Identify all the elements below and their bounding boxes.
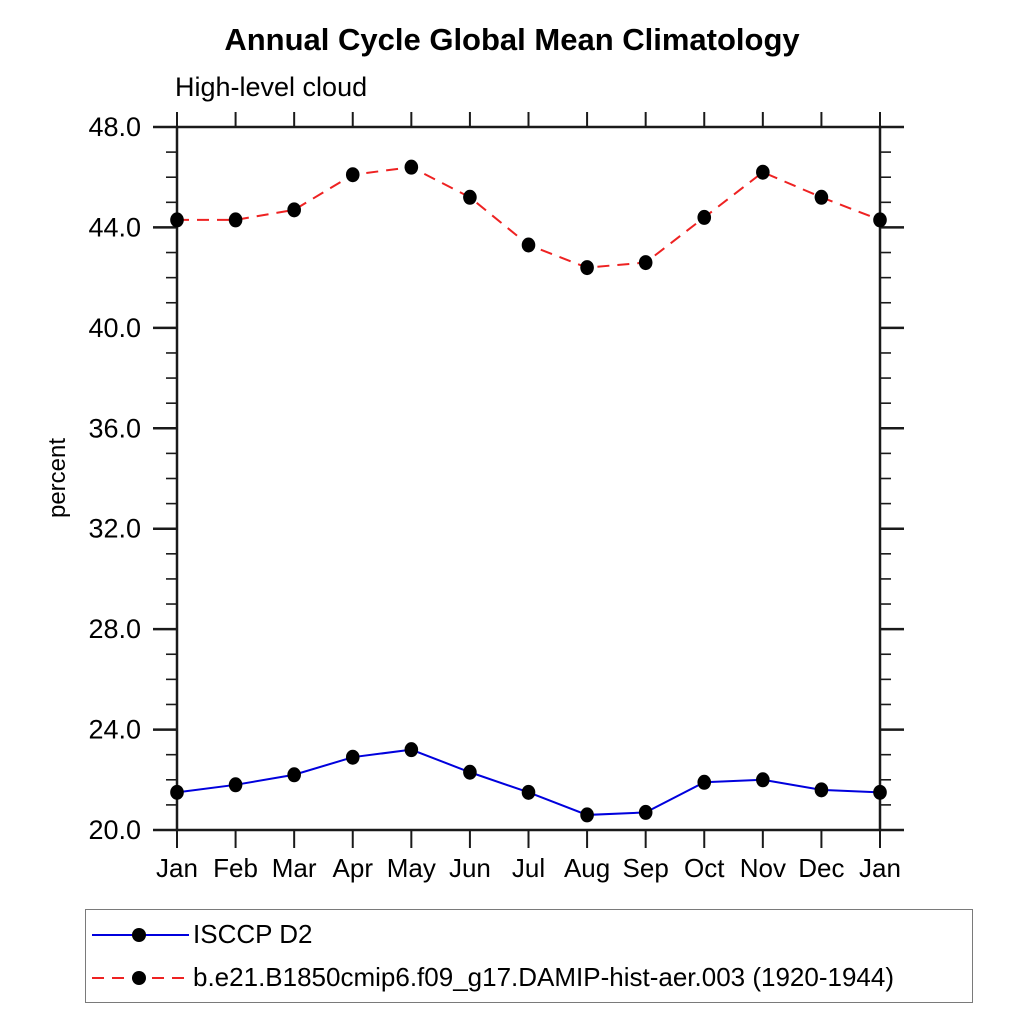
series-line-1	[177, 166, 881, 269]
y-tick-label: 24.0	[88, 715, 141, 745]
data-point-1	[638, 255, 653, 271]
data-point-1	[404, 159, 419, 175]
legend-label-isccp: ISCCP D2	[193, 919, 313, 949]
data-point-0	[170, 784, 184, 800]
data-point-1	[228, 212, 243, 228]
x-tick-label: Nov	[740, 853, 786, 883]
data-point-1	[170, 212, 184, 228]
x-tick-label: Jul	[512, 853, 545, 883]
x-tick-label: May	[387, 853, 436, 883]
data-point-0	[814, 782, 829, 798]
x-tick-label: Sep	[623, 853, 669, 883]
data-point-0	[697, 774, 712, 790]
x-tick-label: Apr	[333, 853, 374, 883]
x-tick-label: Mar	[272, 853, 317, 883]
data-point-1	[345, 167, 360, 183]
y-tick-label: 32.0	[88, 514, 141, 544]
data-point-0	[756, 772, 770, 788]
data-point-1	[463, 189, 477, 205]
x-tick-label: Jan	[156, 853, 198, 883]
chart-title: Annual Cycle Global Mean Climatology	[224, 22, 800, 57]
chart-subtitle: High-level cloud	[175, 72, 368, 102]
data-point-0	[228, 777, 243, 793]
data-point-0	[287, 767, 301, 783]
legend-box: ISCCP D2 b.e21.B1850cmip6.f09_g17.DAMIP-…	[85, 909, 973, 1003]
data-point-0	[873, 784, 887, 800]
data-point-1	[756, 164, 770, 180]
data-point-0	[521, 784, 536, 800]
data-point-0	[345, 749, 360, 765]
legend-marker-dot	[132, 927, 146, 942]
data-point-0	[638, 804, 653, 820]
legend-marker-dot	[132, 970, 146, 985]
x-tick-label: Oct	[684, 853, 725, 883]
series-line-0	[176, 748, 881, 816]
legend-line-sample-solid	[92, 927, 189, 942]
plot-frame	[175, 125, 882, 832]
data-point-0	[404, 742, 419, 758]
legend-item-model: b.e21.B1850cmip6.f09_g17.DAMIP-hist-aer.…	[90, 957, 972, 998]
data-point-1	[873, 212, 887, 228]
data-point-0	[463, 764, 477, 780]
x-tick-label: Feb	[213, 853, 258, 883]
y-tick-label: 44.0	[88, 212, 141, 242]
data-point-0	[580, 807, 594, 823]
y-tick-label: 48.0	[88, 112, 141, 142]
data-point-1	[287, 202, 301, 218]
x-tick-label: Jan	[859, 853, 901, 883]
data-point-1	[814, 189, 829, 205]
x-tick-label: Jun	[449, 853, 491, 883]
y-tick-label: 20.0	[88, 815, 141, 845]
legend-line-sample-dashed	[92, 970, 189, 985]
x-tick-label: Aug	[564, 853, 610, 883]
y-tick-label: 36.0	[88, 413, 141, 443]
legend-item-isccp: ISCCP D2	[90, 914, 972, 955]
legend-label-model: b.e21.B1850cmip6.f09_g17.DAMIP-hist-aer.…	[193, 962, 894, 992]
x-tick-label: Dec	[798, 853, 844, 883]
data-point-1	[521, 237, 536, 253]
y-tick-label: 40.0	[88, 313, 141, 343]
data-point-1	[697, 209, 712, 225]
data-point-1	[580, 260, 594, 276]
y-tick-label: 28.0	[88, 614, 141, 644]
